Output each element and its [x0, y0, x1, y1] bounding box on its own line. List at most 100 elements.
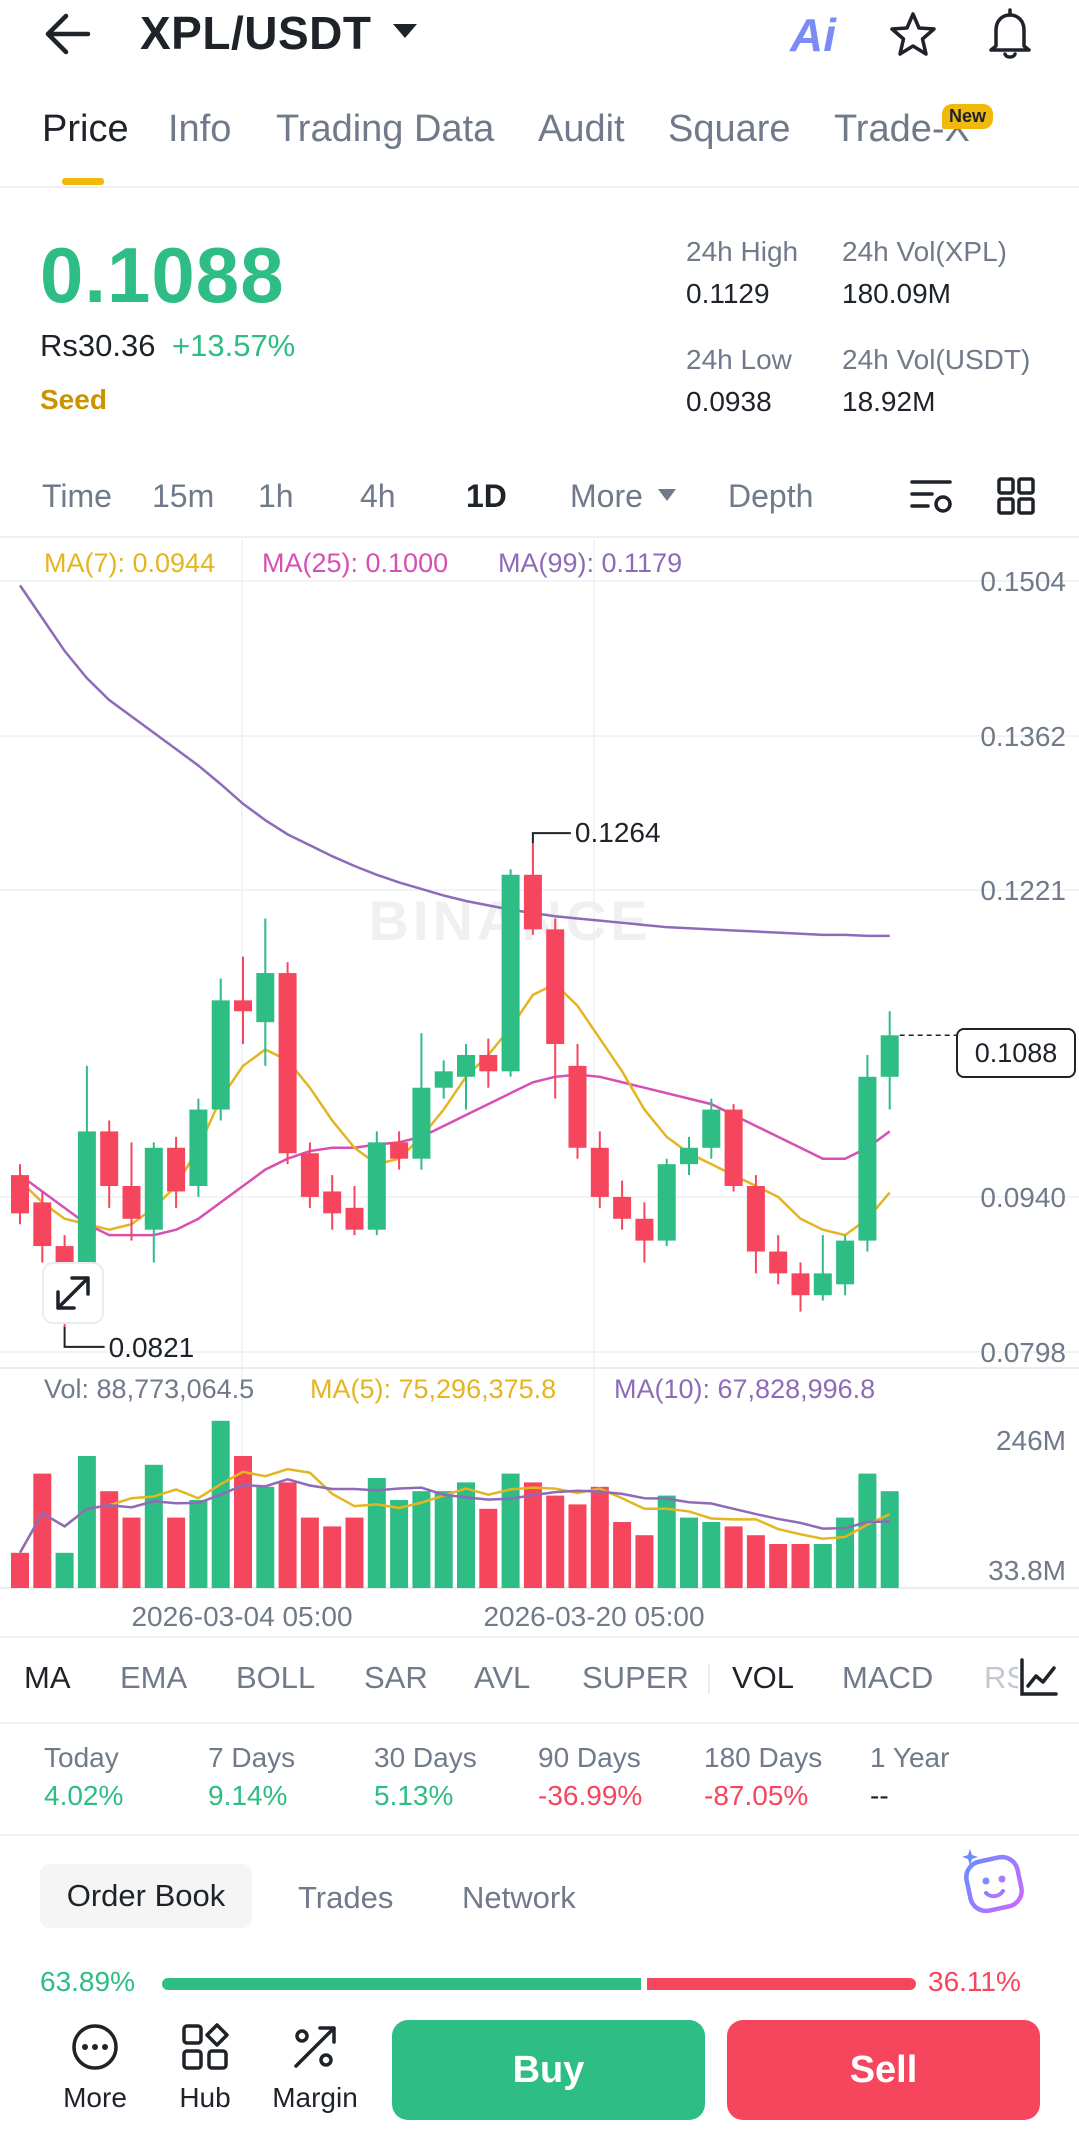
ma25-legend: MA(25): 0.1000 — [262, 548, 449, 578]
ma99-legend: MA(99): 0.1179 — [498, 548, 683, 578]
price-tick-label: 0.1504 — [980, 566, 1066, 597]
tab-price[interactable]: Price — [42, 108, 129, 150]
candle-body — [167, 1147, 186, 1192]
stat-24h-high-label: 24h High — [686, 236, 799, 267]
sell-ratio: 36.11% — [928, 1966, 1021, 1997]
volume-bar — [122, 1517, 141, 1588]
indicator-ema[interactable]: EMA — [120, 1660, 188, 1695]
hub-label[interactable]: Hub — [179, 2082, 231, 2113]
volume-bar — [813, 1544, 832, 1588]
candle-body — [278, 973, 297, 1154]
timeframe-more[interactable]: More — [570, 478, 643, 514]
buy-button[interactable]: Buy — [392, 2020, 705, 2120]
chart-settings-icon[interactable] — [910, 476, 954, 516]
perf-7d-value: 9.14% — [208, 1780, 288, 1811]
ai-bot-icon[interactable] — [958, 1845, 1030, 1917]
date-tick-label: 2026-03-20 05:00 — [483, 1601, 704, 1632]
volume-bar — [501, 1473, 520, 1588]
pair-title[interactable]: XPL/USDT — [140, 7, 372, 59]
volume-bar — [323, 1526, 342, 1588]
high-marker-label: 0.1264 — [575, 817, 661, 848]
volume-bar — [724, 1526, 743, 1588]
volume-bar — [33, 1473, 52, 1588]
back-arrow-icon[interactable] — [44, 12, 92, 56]
margin-icon[interactable] — [290, 2022, 340, 2072]
indicator-macd[interactable]: MACD — [842, 1660, 934, 1695]
more-dots-icon[interactable] — [70, 2022, 120, 2072]
perf-7d-label: 7 Days — [208, 1742, 296, 1773]
sell-button[interactable]: Sell — [727, 2020, 1040, 2120]
volume-bar — [11, 1552, 29, 1588]
caret-down-icon[interactable] — [390, 16, 420, 46]
price-change-percent: +13.57% — [172, 328, 296, 363]
ma25-line — [19, 1073, 891, 1237]
volume-bar — [523, 1482, 542, 1588]
timeframe-15m[interactable]: 15m — [152, 478, 215, 514]
layout-grid-icon[interactable] — [996, 476, 1036, 516]
more-label[interactable]: More — [63, 2082, 127, 2113]
indicator-vol[interactable]: VOL — [732, 1660, 795, 1695]
margin-label[interactable]: Margin — [272, 2082, 358, 2113]
tab-audit[interactable]: Audit — [538, 108, 625, 150]
perf-today-value: 4.02% — [44, 1780, 124, 1811]
timeframe-time[interactable]: Time — [42, 478, 112, 514]
indicator-ma[interactable]: MA — [24, 1660, 71, 1695]
perf-180d-value: -87.05% — [704, 1780, 809, 1811]
candle-body — [77, 1131, 96, 1274]
ma7-legend: MA(7): 0.0944 — [44, 548, 216, 578]
hub-icon[interactable] — [180, 2022, 230, 2072]
indicator-super[interactable]: SUPER — [582, 1660, 689, 1695]
candle-body — [100, 1131, 119, 1187]
volume-bar — [769, 1544, 788, 1588]
volume-bar — [77, 1456, 96, 1588]
divider — [0, 186, 1079, 188]
candle-body — [367, 1142, 386, 1230]
buy-ratio: 63.89% — [40, 1966, 135, 1997]
candlestick-chart[interactable]: BINANCE 0.15040.13620.12210.09400.079824… — [0, 538, 1079, 1638]
volume-bar — [100, 1491, 119, 1588]
volume-bar — [189, 1500, 208, 1588]
volume-bar — [635, 1535, 654, 1588]
seed-tag[interactable]: Seed — [40, 384, 107, 415]
tab-info[interactable]: Info — [168, 108, 232, 150]
favorite-star-icon[interactable] — [888, 10, 938, 60]
indicator-settings-icon[interactable] — [1018, 1656, 1060, 1698]
timeframe-4h[interactable]: 4h — [360, 478, 396, 514]
volume-bar — [434, 1491, 453, 1588]
candle-body — [613, 1196, 632, 1219]
perf-today-label: Today — [44, 1742, 119, 1773]
active-tab-indicator — [62, 178, 104, 185]
more-caret-icon[interactable] — [656, 486, 678, 504]
indicator-sar[interactable]: SAR — [364, 1660, 428, 1695]
candle-body — [635, 1218, 654, 1241]
divider — [708, 1664, 710, 1694]
candle-body — [144, 1147, 163, 1230]
timeframe-depth[interactable]: Depth — [728, 478, 814, 514]
candle-body — [546, 929, 565, 1045]
perf-90d-label: 90 Days — [538, 1742, 641, 1773]
candles — [11, 843, 899, 1327]
ai-assistant-icon[interactable]: Ai — [790, 9, 836, 61]
candle-body — [702, 1109, 721, 1148]
expand-chart-icon[interactable] — [42, 1262, 104, 1324]
ma25-path — [19, 1073, 891, 1237]
candle-body — [189, 1109, 208, 1187]
timeframe-1h[interactable]: 1h — [258, 478, 294, 514]
tab-trading-data[interactable]: Trading Data — [276, 108, 495, 150]
tab-order-book[interactable]: Order Book — [40, 1864, 252, 1928]
volume-tick-label: 33.8M — [988, 1555, 1066, 1586]
price-tick-label: 0.1362 — [980, 721, 1066, 752]
indicator-boll[interactable]: BOLL — [236, 1660, 316, 1695]
candle-body — [791, 1273, 810, 1296]
tab-square[interactable]: Square — [668, 108, 791, 150]
perf-1y-label: 1 Year — [870, 1742, 950, 1773]
candle-body — [33, 1202, 52, 1247]
timeframe-1d[interactable]: 1D — [466, 478, 507, 514]
candle-body — [880, 1035, 899, 1077]
ma7-path — [19, 982, 891, 1237]
indicator-avl[interactable]: AVL — [474, 1660, 531, 1695]
tab-network[interactable]: Network — [462, 1880, 576, 1915]
notification-bell-icon[interactable] — [985, 8, 1035, 60]
volume-bar — [746, 1535, 765, 1588]
tab-trades[interactable]: Trades — [298, 1880, 394, 1915]
